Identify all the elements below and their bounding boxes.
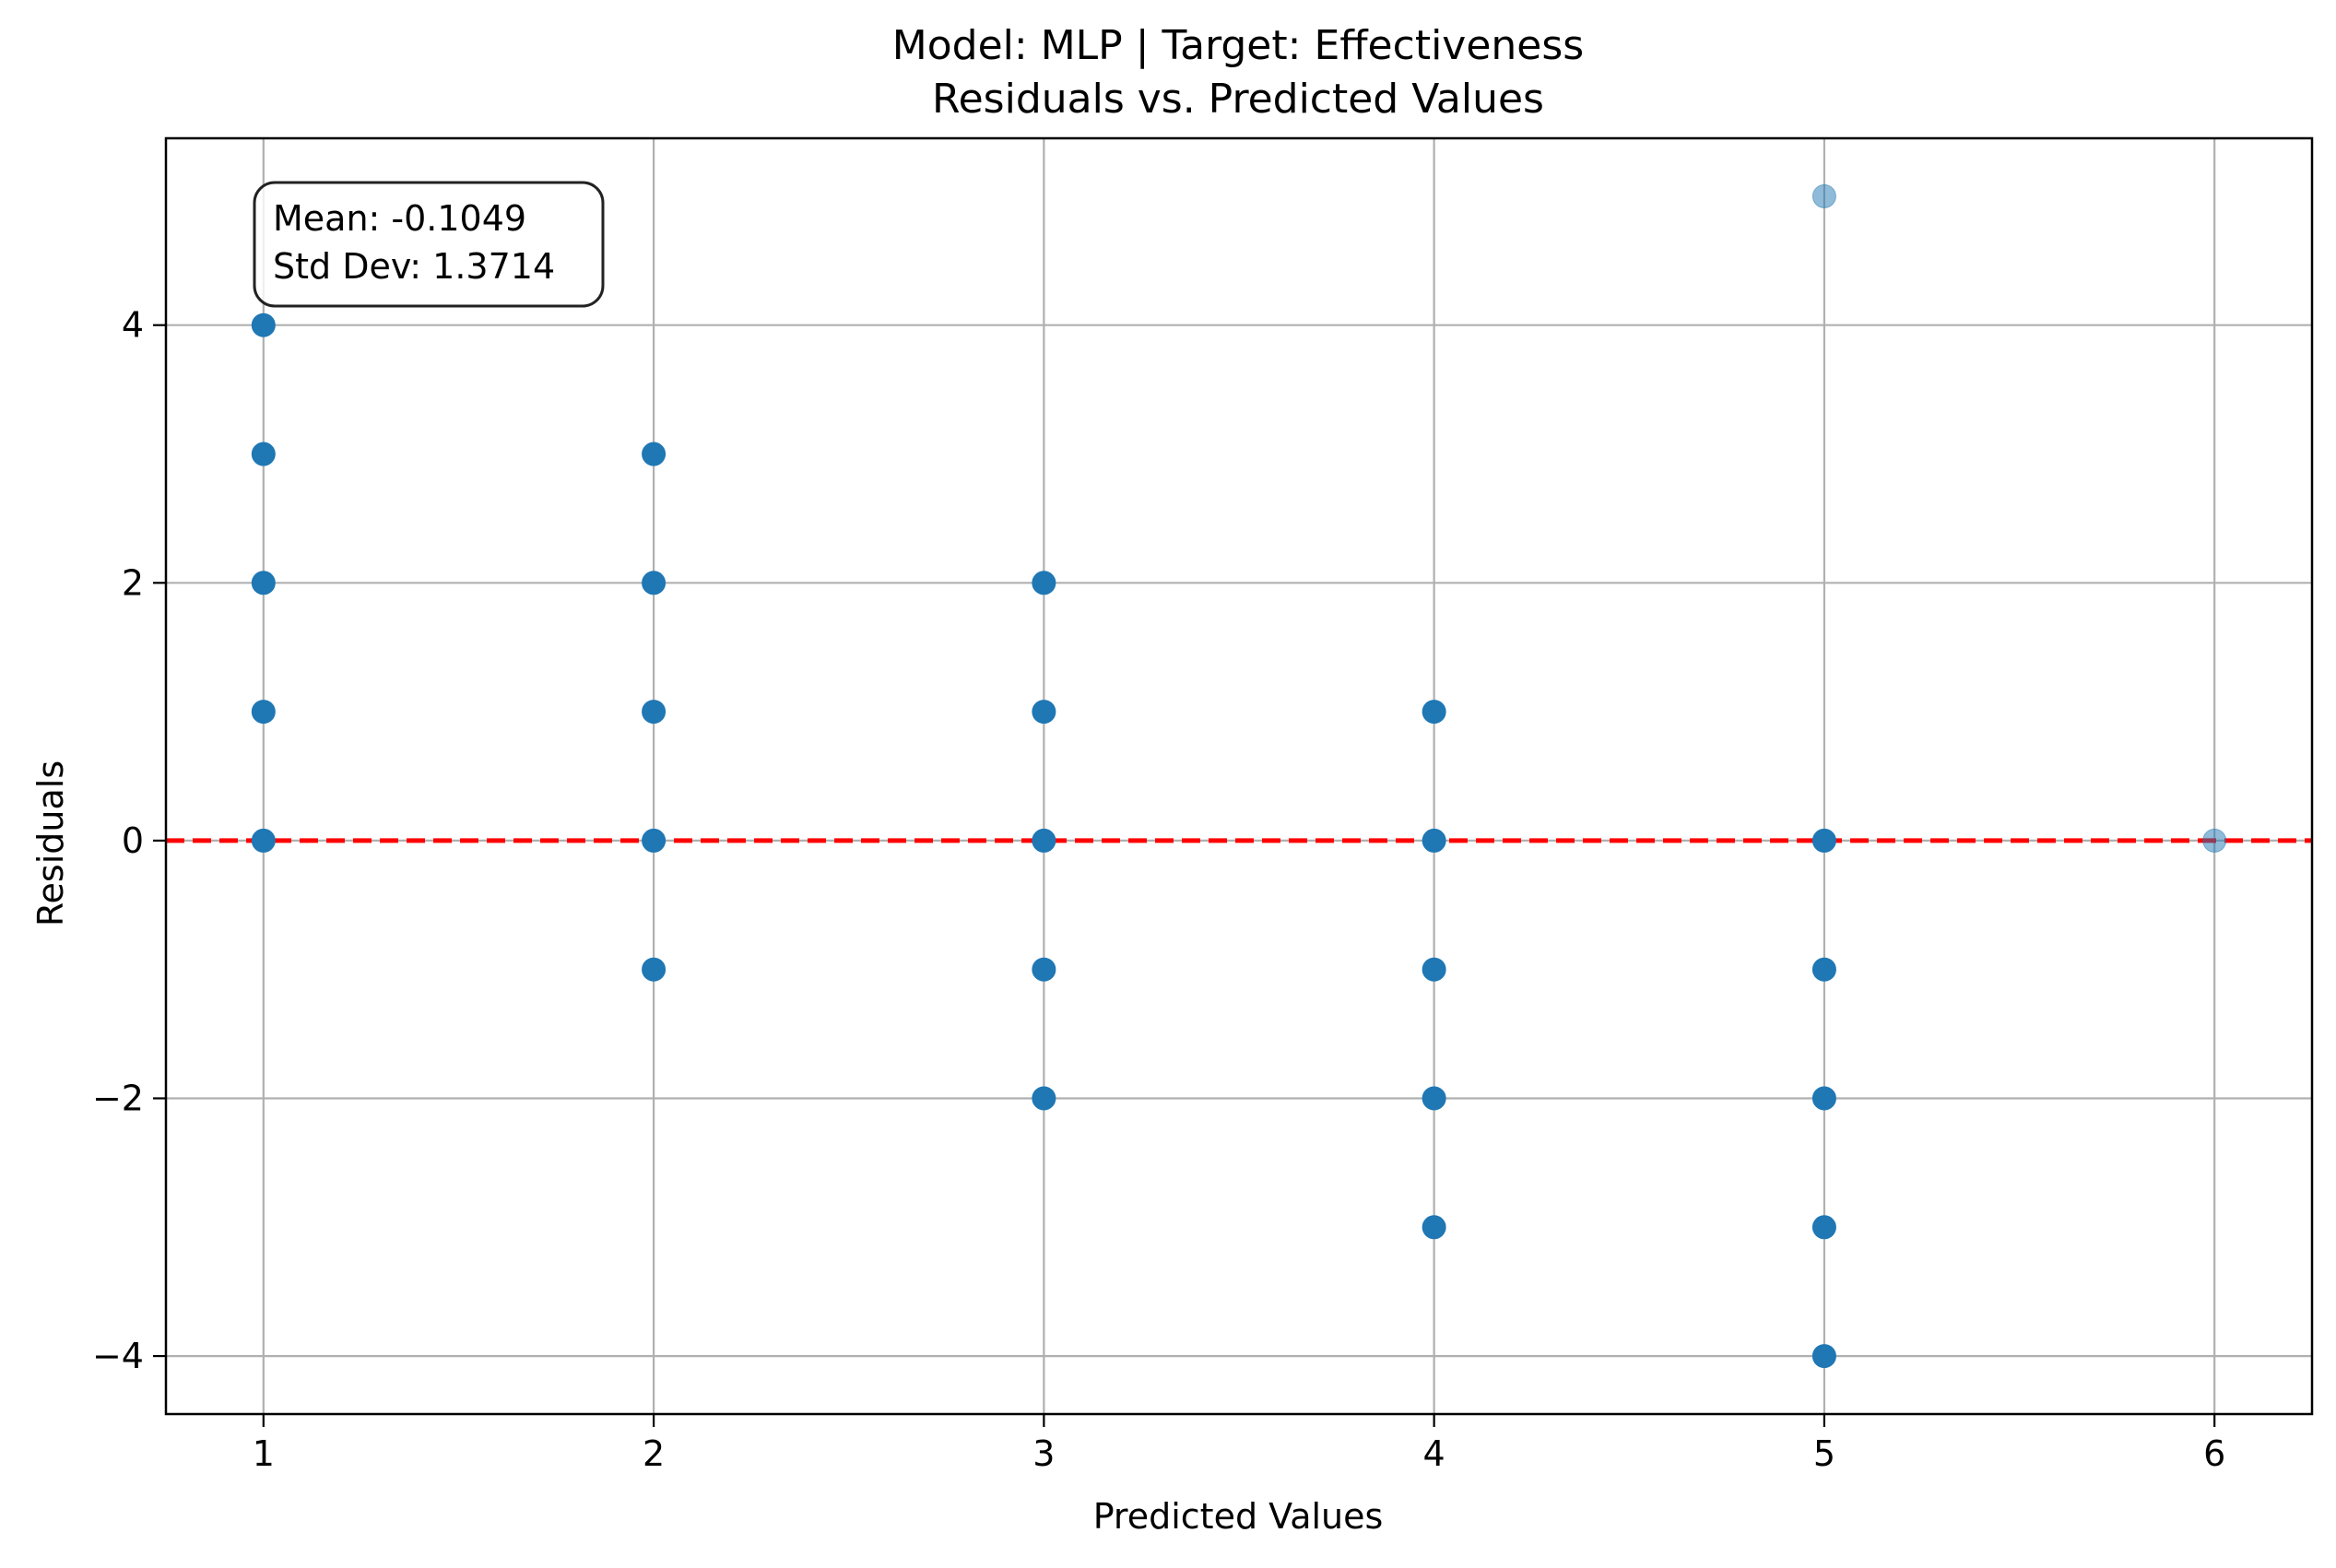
- data-point: [1032, 571, 1056, 595]
- y-tick-label: 2: [122, 562, 144, 603]
- stats-std-dev: Std Dev: 1.3714: [273, 246, 555, 287]
- data-point: [1032, 957, 1056, 982]
- y-tick-label: −4: [92, 1336, 144, 1376]
- data-point: [642, 828, 667, 853]
- x-axis-label: Predicted Values: [1093, 1496, 1384, 1537]
- data-point: [1811, 957, 1836, 982]
- data-point: [2202, 828, 2227, 853]
- data-points: [251, 183, 2227, 1369]
- x-tick-label: 4: [1423, 1433, 1445, 1474]
- data-point: [1422, 700, 1446, 725]
- data-point: [1032, 828, 1056, 853]
- plot-frame: [164, 136, 2314, 1416]
- data-point: [642, 571, 667, 595]
- data-point: [251, 700, 276, 725]
- stats-box: Mean: -0.1049 Std Dev: 1.3714: [253, 181, 605, 308]
- stats-mean: Mean: -0.1049: [273, 198, 526, 239]
- x-tick-label: 5: [1813, 1433, 1835, 1474]
- x-tick-label: 6: [2203, 1433, 2225, 1474]
- y-tick-label: 4: [122, 305, 144, 346]
- data-point: [642, 700, 667, 725]
- y-tick-label: −2: [92, 1078, 144, 1118]
- chart-title-line-2: Residuals vs. Predicted Values: [932, 76, 1544, 123]
- data-point: [251, 828, 276, 853]
- stats-box-frame: [253, 181, 605, 308]
- x-tick-label: 3: [1032, 1433, 1055, 1474]
- y-axis-label: Residuals: [30, 760, 71, 926]
- data-point: [1811, 1344, 1836, 1369]
- y-tick-label: 0: [122, 820, 144, 861]
- data-point: [642, 442, 667, 466]
- data-point: [1422, 828, 1446, 853]
- x-tick-label: 2: [643, 1433, 665, 1474]
- data-point: [1422, 1086, 1446, 1111]
- data-point: [251, 571, 276, 595]
- axis-ticks: 1 2 3 4 5 6 −4 −2 0 2 4: [92, 305, 2225, 1474]
- data-point: [1811, 828, 1836, 853]
- data-point: [1032, 1086, 1056, 1111]
- data-point: [1811, 1215, 1836, 1240]
- chart-title-line-1: Model: MLP | Target: Effectiveness: [892, 22, 1584, 69]
- data-point: [1811, 1086, 1836, 1111]
- data-point: [1422, 1215, 1446, 1240]
- data-point: [642, 957, 667, 982]
- x-tick-label: 1: [253, 1433, 275, 1474]
- data-point: [1032, 700, 1056, 725]
- data-point: [251, 312, 276, 337]
- data-point: [251, 442, 276, 466]
- data-point: [1422, 957, 1446, 982]
- data-point: [1811, 183, 1836, 208]
